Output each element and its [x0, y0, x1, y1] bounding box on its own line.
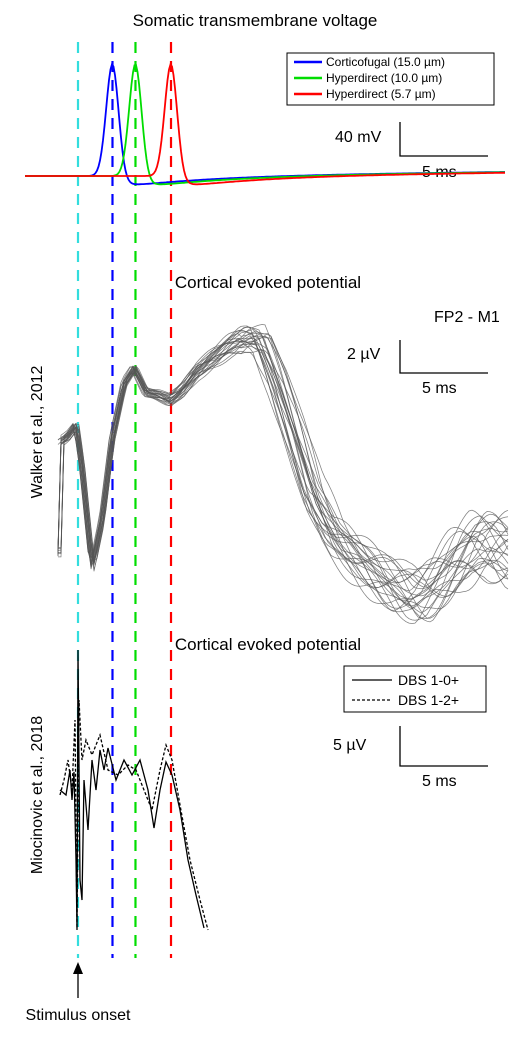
stimulus-onset-label: Stimulus onset: [26, 1007, 131, 1024]
legend-item-hyperdirect-5.7: Hyperdirect (5.7 µm): [326, 87, 436, 101]
trace-walker: [57, 329, 509, 590]
trace-dbs-1-0: [59, 649, 205, 931]
marker-lines: [76, 42, 173, 958]
legend-item-dbs-1-2: DBS 1-2+: [398, 692, 459, 708]
legend-item-dbs-1-0: DBS 1-0+: [398, 672, 459, 688]
panel2-side-label: Walker et al., 2012: [29, 366, 46, 499]
scale-bar-time: 5 ms: [422, 773, 457, 790]
scale-bar-voltage: 40 mV: [335, 129, 382, 146]
stimulus-arrow: [73, 962, 83, 998]
trace-walker: [57, 337, 509, 611]
panel2-title: Cortical evoked potential: [175, 273, 361, 292]
panel3-scale-bar: 5 µV 5 ms: [333, 726, 488, 790]
panel1-scale-bar: 40 mV 5 ms: [335, 122, 488, 181]
scale-bar-lines: [399, 726, 488, 767]
scale-bar-lines: [399, 122, 488, 157]
legend-box: [343, 665, 487, 713]
legend-item-corticofugal: Corticofugal (15.0 µm): [326, 55, 445, 69]
panel3-traces: [59, 649, 209, 931]
panel1-legend: Corticofugal (15.0 µm) Hyperdirect (10.0…: [286, 52, 495, 106]
scale-bar-lines: [399, 340, 488, 374]
arrow-head: [73, 962, 83, 974]
trace-walker: [57, 330, 509, 590]
trace-dbs-1-2: [59, 699, 209, 931]
panel2-channel-label: FP2 - M1: [434, 309, 500, 326]
panel1-title: Somatic transmembrane voltage: [133, 11, 378, 30]
trace-walker: [57, 332, 509, 584]
scale-bar-time: 5 ms: [422, 380, 457, 397]
panel2-scale-bar: 2 µV 5 ms: [347, 340, 488, 397]
panel3-side-label: Miocinovic et al., 2018: [29, 716, 46, 874]
trace-Hyperdirect (5.7 µm): [25, 62, 505, 186]
panel3-legend: DBS 1-0+ DBS 1-2+: [343, 665, 487, 713]
scale-bar-voltage: 5 µV: [333, 737, 367, 754]
legend-item-hyperdirect-10: Hyperdirect (10.0 µm): [326, 71, 442, 85]
trace-walker: [57, 324, 509, 588]
scale-bar-voltage: 2 µV: [347, 346, 381, 363]
trace-walker: [57, 341, 509, 610]
trace-walker: [57, 335, 509, 604]
trace-walker: [57, 325, 509, 592]
panel3-title: Cortical evoked potential: [175, 635, 361, 654]
panel1-traces: [25, 62, 505, 186]
trace-walker: [57, 326, 509, 588]
panel2-traces: [57, 324, 509, 624]
